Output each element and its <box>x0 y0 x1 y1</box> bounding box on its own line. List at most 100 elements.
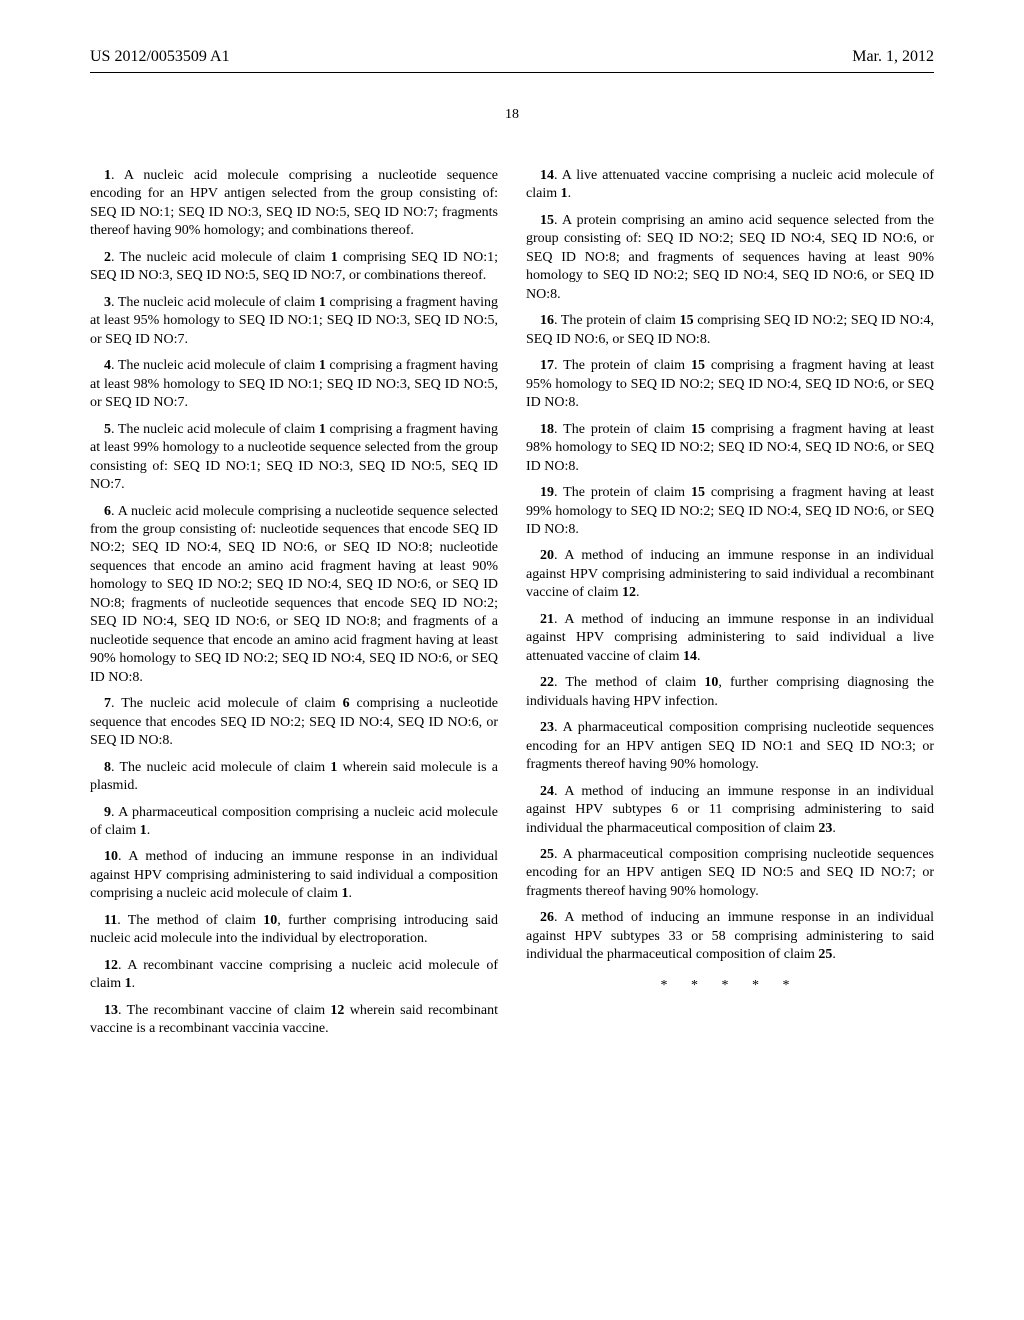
claim-text: . A method of inducing an immune respons… <box>526 910 934 962</box>
claim-ref: 1 <box>319 358 326 373</box>
claim-ref: 15 <box>691 358 705 373</box>
header-rule <box>90 72 934 73</box>
claim-text: . The protein of claim <box>554 358 691 373</box>
claim-16: 16. The protein of claim 15 comprising S… <box>526 312 934 349</box>
claim-text: . A method of inducing an immune respons… <box>526 548 934 600</box>
claim-tail: . <box>568 186 572 201</box>
claim-ref: 10 <box>704 675 718 690</box>
claim-19: 19. The protein of claim 15 comprising a… <box>526 484 934 539</box>
claim-number: 24 <box>540 784 554 799</box>
claim-tail: . <box>697 649 701 664</box>
claim-text: . A live attenuated vaccine comprising a… <box>526 168 934 201</box>
claim-text: . A method of inducing an immune respons… <box>526 784 934 836</box>
claim-number: 6 <box>104 504 111 519</box>
claim-4: 4. The nucleic acid molecule of claim 1 … <box>90 357 498 412</box>
claim-number: 8 <box>104 760 111 775</box>
claim-number: 20 <box>540 548 554 563</box>
claim-ref: 1 <box>319 295 326 310</box>
claim-number: 17 <box>540 358 554 373</box>
claim-ref: 14 <box>683 649 697 664</box>
claim-number: 23 <box>540 720 554 735</box>
claim-21: 21. A method of inducing an immune respo… <box>526 611 934 666</box>
claim-text: . The nucleic acid molecule of claim <box>111 295 319 310</box>
claim-number: 7 <box>104 696 111 711</box>
claim-15: 15. A protein comprising an amino acid s… <box>526 212 934 304</box>
claim-ref: 6 <box>343 696 350 711</box>
claim-22: 22. The method of claim 10, further comp… <box>526 674 934 711</box>
claim-tail: . <box>349 886 353 901</box>
claim-3: 3. The nucleic acid molecule of claim 1 … <box>90 294 498 349</box>
claim-text: . A pharmaceutical composition comprisin… <box>90 805 498 838</box>
claim-number: 11 <box>104 913 117 928</box>
claim-number: 4 <box>104 358 111 373</box>
patent-page: US 2012/0053509 A1 Mar. 1, 2012 18 1. A … <box>0 0 1024 1320</box>
claim-tail: . <box>832 947 836 962</box>
claim-ref: 25 <box>818 947 832 962</box>
claim-number: 9 <box>104 805 111 820</box>
page-number: 18 <box>90 107 934 123</box>
claim-number: 16 <box>540 313 554 328</box>
claim-text: . A pharmaceutical composition comprisin… <box>526 847 934 899</box>
claim-11: 11. The method of claim 10, further comp… <box>90 912 498 949</box>
claim-ref: 12 <box>330 1003 344 1018</box>
publication-date: Mar. 1, 2012 <box>852 48 934 66</box>
claim-ref: 1 <box>140 823 147 838</box>
claim-text: . The nucleic acid molecule of claim <box>111 696 343 711</box>
claims-body: 1. A nucleic acid molecule comprising a … <box>90 167 934 1039</box>
claim-text: . The method of claim <box>117 913 263 928</box>
claim-number: 2 <box>104 250 111 265</box>
claim-text: . The method of claim <box>554 675 704 690</box>
claim-ref: 1 <box>561 186 568 201</box>
claim-24: 24. A method of inducing an immune respo… <box>526 783 934 838</box>
claim-9: 9. A pharmaceutical composition comprisi… <box>90 804 498 841</box>
claim-number: 21 <box>540 612 554 627</box>
claim-12: 12. A recombinant vaccine comprising a n… <box>90 957 498 994</box>
claim-text: . The nucleic acid molecule of claim <box>111 358 319 373</box>
claim-2: 2. The nucleic acid molecule of claim 1 … <box>90 249 498 286</box>
claim-18: 18. The protein of claim 15 comprising a… <box>526 421 934 476</box>
claim-ref: 23 <box>818 821 832 836</box>
claim-text: . A pharmaceutical composition comprisin… <box>526 720 934 772</box>
claim-6: 6. A nucleic acid molecule comprising a … <box>90 503 498 688</box>
claim-20: 20. A method of inducing an immune respo… <box>526 547 934 602</box>
publication-number: US 2012/0053509 A1 <box>90 48 230 66</box>
claim-text: . A nucleic acid molecule comprising a n… <box>90 168 498 238</box>
claim-tail: . <box>147 823 151 838</box>
claim-14: 14. A live attenuated vaccine comprising… <box>526 167 934 204</box>
claim-number: 18 <box>540 422 554 437</box>
claim-number: 13 <box>104 1003 118 1018</box>
claim-ref: 1 <box>331 250 338 265</box>
claim-number: 15 <box>540 213 554 228</box>
claim-number: 25 <box>540 847 554 862</box>
claim-10: 10. A method of inducing an immune respo… <box>90 848 498 903</box>
claim-text: . A protein comprising an amino acid seq… <box>526 213 934 302</box>
claim-number: 1 <box>104 168 111 183</box>
claim-tail: . <box>636 585 640 600</box>
claim-number: 5 <box>104 422 111 437</box>
claim-tail: . <box>832 821 836 836</box>
claim-number: 19 <box>540 485 554 500</box>
claim-text: . A nucleic acid molecule comprising a n… <box>90 504 498 685</box>
claim-text: . The nucleic acid molecule of claim <box>111 760 330 775</box>
claim-number: 22 <box>540 675 554 690</box>
claim-text: . The protein of claim <box>554 313 680 328</box>
claim-number: 12 <box>104 958 118 973</box>
claim-ref: 1 <box>319 422 326 437</box>
claim-number: 26 <box>540 910 554 925</box>
claim-17: 17. The protein of claim 15 comprising a… <box>526 357 934 412</box>
claim-26: 26. A method of inducing an immune respo… <box>526 909 934 964</box>
claim-text: . A method of inducing an immune respons… <box>90 849 498 901</box>
claim-text: . The recombinant vaccine of claim <box>118 1003 330 1018</box>
claim-text: . A recombinant vaccine comprising a nuc… <box>90 958 498 991</box>
claim-number: 10 <box>104 849 118 864</box>
claim-tail: . <box>132 976 136 991</box>
claim-text: . The protein of claim <box>554 485 691 500</box>
claim-7: 7. The nucleic acid molecule of claim 6 … <box>90 695 498 750</box>
claim-25: 25. A pharmaceutical composition compris… <box>526 846 934 901</box>
claim-ref: 1 <box>125 976 132 991</box>
claim-ref: 12 <box>622 585 636 600</box>
claim-5: 5. The nucleic acid molecule of claim 1 … <box>90 421 498 495</box>
claim-text: . The protein of claim <box>554 422 691 437</box>
claim-13: 13. The recombinant vaccine of claim 12 … <box>90 1002 498 1039</box>
claim-number: 3 <box>104 295 111 310</box>
